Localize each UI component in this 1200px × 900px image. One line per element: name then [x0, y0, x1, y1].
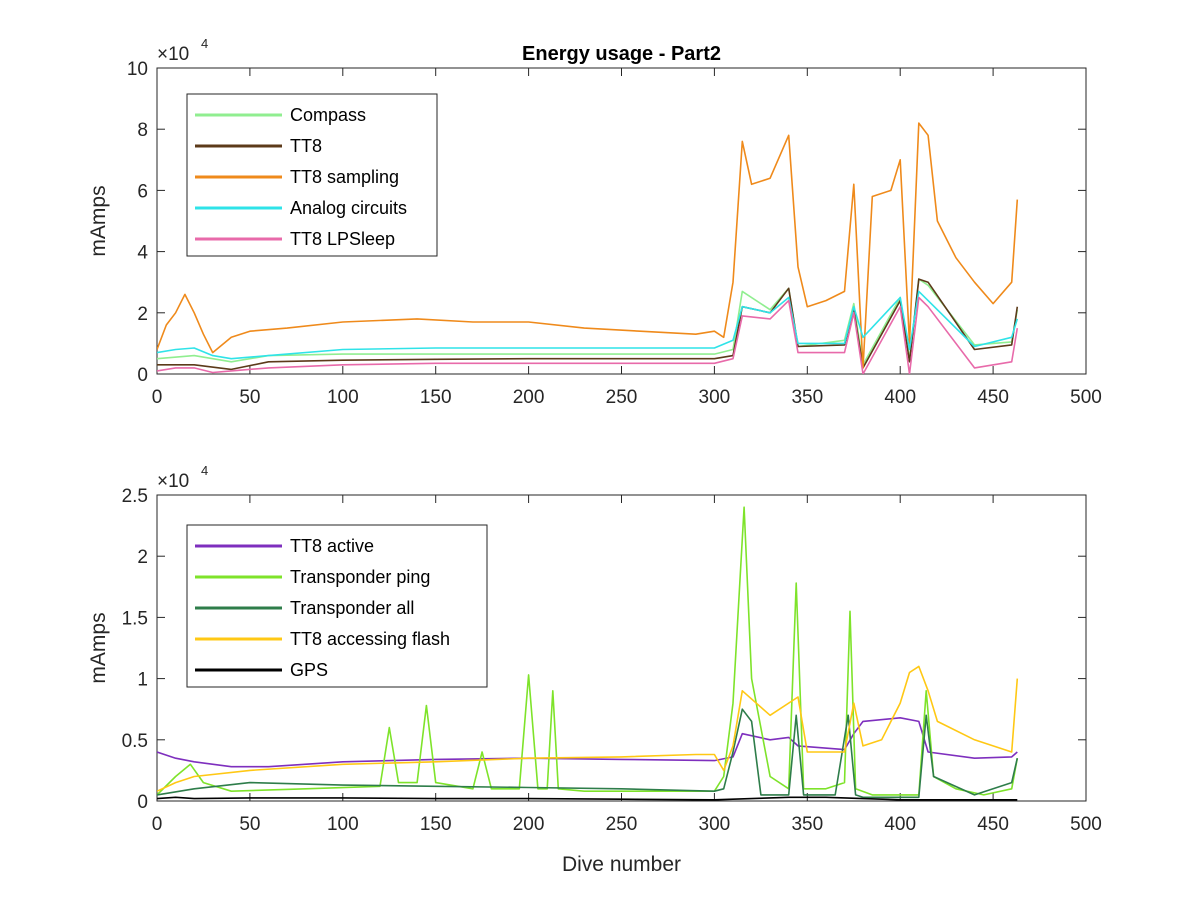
legend-label: TT8 accessing flash	[290, 629, 450, 649]
x-axis-label: Dive number	[562, 853, 681, 876]
series-line-tt8-sampling	[157, 122, 1019, 369]
x-tick-label: 100	[327, 814, 359, 835]
y-tick-label: 2	[137, 547, 148, 568]
x-tick-label: 300	[699, 814, 731, 835]
x-tick-label: 500	[1070, 387, 1102, 408]
y-tick-label: 10	[127, 59, 148, 80]
series-group	[157, 122, 1019, 374]
legend-label: TT8	[290, 136, 322, 156]
chart-panel-1: 0 50 100 150 200 250 300 350 400 450 500 0 2 4 6 8 10 ×10…	[87, 36, 1102, 408]
series-line-analog-circuits	[157, 290, 1019, 360]
series-line-tt8-active	[157, 716, 1018, 768]
x-tick-label: 400	[884, 387, 916, 408]
legend-label: TT8 LPSleep	[290, 229, 395, 249]
x-tick-label: 500	[1070, 814, 1102, 835]
y-tick-label: 1	[137, 670, 148, 691]
x-tick-label: 250	[606, 387, 638, 408]
y-tick-label: 6	[137, 181, 148, 202]
x-tick-label: 0	[152, 814, 163, 835]
series-line-tt8-accessing-flash	[157, 665, 1019, 792]
x-tick-label: 450	[977, 387, 1009, 408]
legend-label: TT8 active	[290, 536, 374, 556]
series-line-tt8	[157, 278, 1019, 371]
y-tick-label: 2.5	[122, 486, 148, 507]
y-tick-label: 0	[137, 365, 148, 386]
x-tick-label: 50	[239, 814, 260, 835]
y-tick-label: 4	[137, 243, 148, 264]
legend-label: GPS	[290, 660, 328, 680]
y-tick-label: 0.5	[122, 731, 148, 752]
y-exponent-power: 4	[201, 36, 208, 51]
series-line-tt8-lpsleep	[157, 296, 1019, 374]
x-tick-label: 150	[420, 387, 452, 408]
y-tick-label: 8	[137, 120, 148, 141]
x-tick-label: 300	[699, 387, 731, 408]
y-exponent-label: ×10	[157, 471, 189, 492]
x-tick-label: 200	[513, 814, 545, 835]
series-line-gps	[157, 796, 1018, 801]
legend-box	[186, 93, 438, 257]
legend-label: Transponder ping	[290, 567, 430, 587]
chart-panel-2: 0 50 100 150 200 250 300 350 400 450 500 0 0.5 1 1.5 2 2…	[87, 463, 1102, 876]
legend-label: TT8 sampling	[290, 167, 399, 187]
x-tick-label: 350	[791, 387, 823, 408]
x-tick-label: 100	[327, 387, 359, 408]
x-tick-label: 200	[513, 387, 545, 408]
chart-title: Energy usage - Part2	[522, 43, 721, 65]
series-group	[157, 506, 1019, 801]
legend: TT8 active Transponder ping Transponder al…	[186, 524, 488, 688]
x-tick-label: 50	[239, 387, 260, 408]
x-tick-label: 0	[152, 387, 163, 408]
legend: Compass TT8 TT8 sampling Analog circuits TT8…	[186, 93, 438, 257]
legend-label: Transponder all	[290, 598, 414, 618]
x-tick-label: 400	[884, 814, 916, 835]
y-exponent-power: 4	[201, 463, 208, 478]
y-tick-label: 1.5	[122, 608, 148, 629]
series-line-transponder-all	[157, 708, 1019, 799]
y-exponent-label: ×10	[157, 44, 189, 65]
y-tick-label: 0	[137, 792, 148, 813]
x-tick-label: 250	[606, 814, 638, 835]
x-tick-label: 450	[977, 814, 1009, 835]
legend-box	[186, 524, 488, 688]
y-axis-label: mAmps	[87, 612, 110, 683]
legend-label: Analog circuits	[290, 198, 407, 218]
x-tick-label: 150	[420, 814, 452, 835]
y-axis-label: mAmps	[87, 185, 110, 256]
legend-label: Compass	[290, 105, 366, 125]
series-line-transponder-ping	[157, 506, 1019, 796]
x-tick-label: 350	[791, 814, 823, 835]
y-tick-label: 2	[137, 304, 148, 325]
